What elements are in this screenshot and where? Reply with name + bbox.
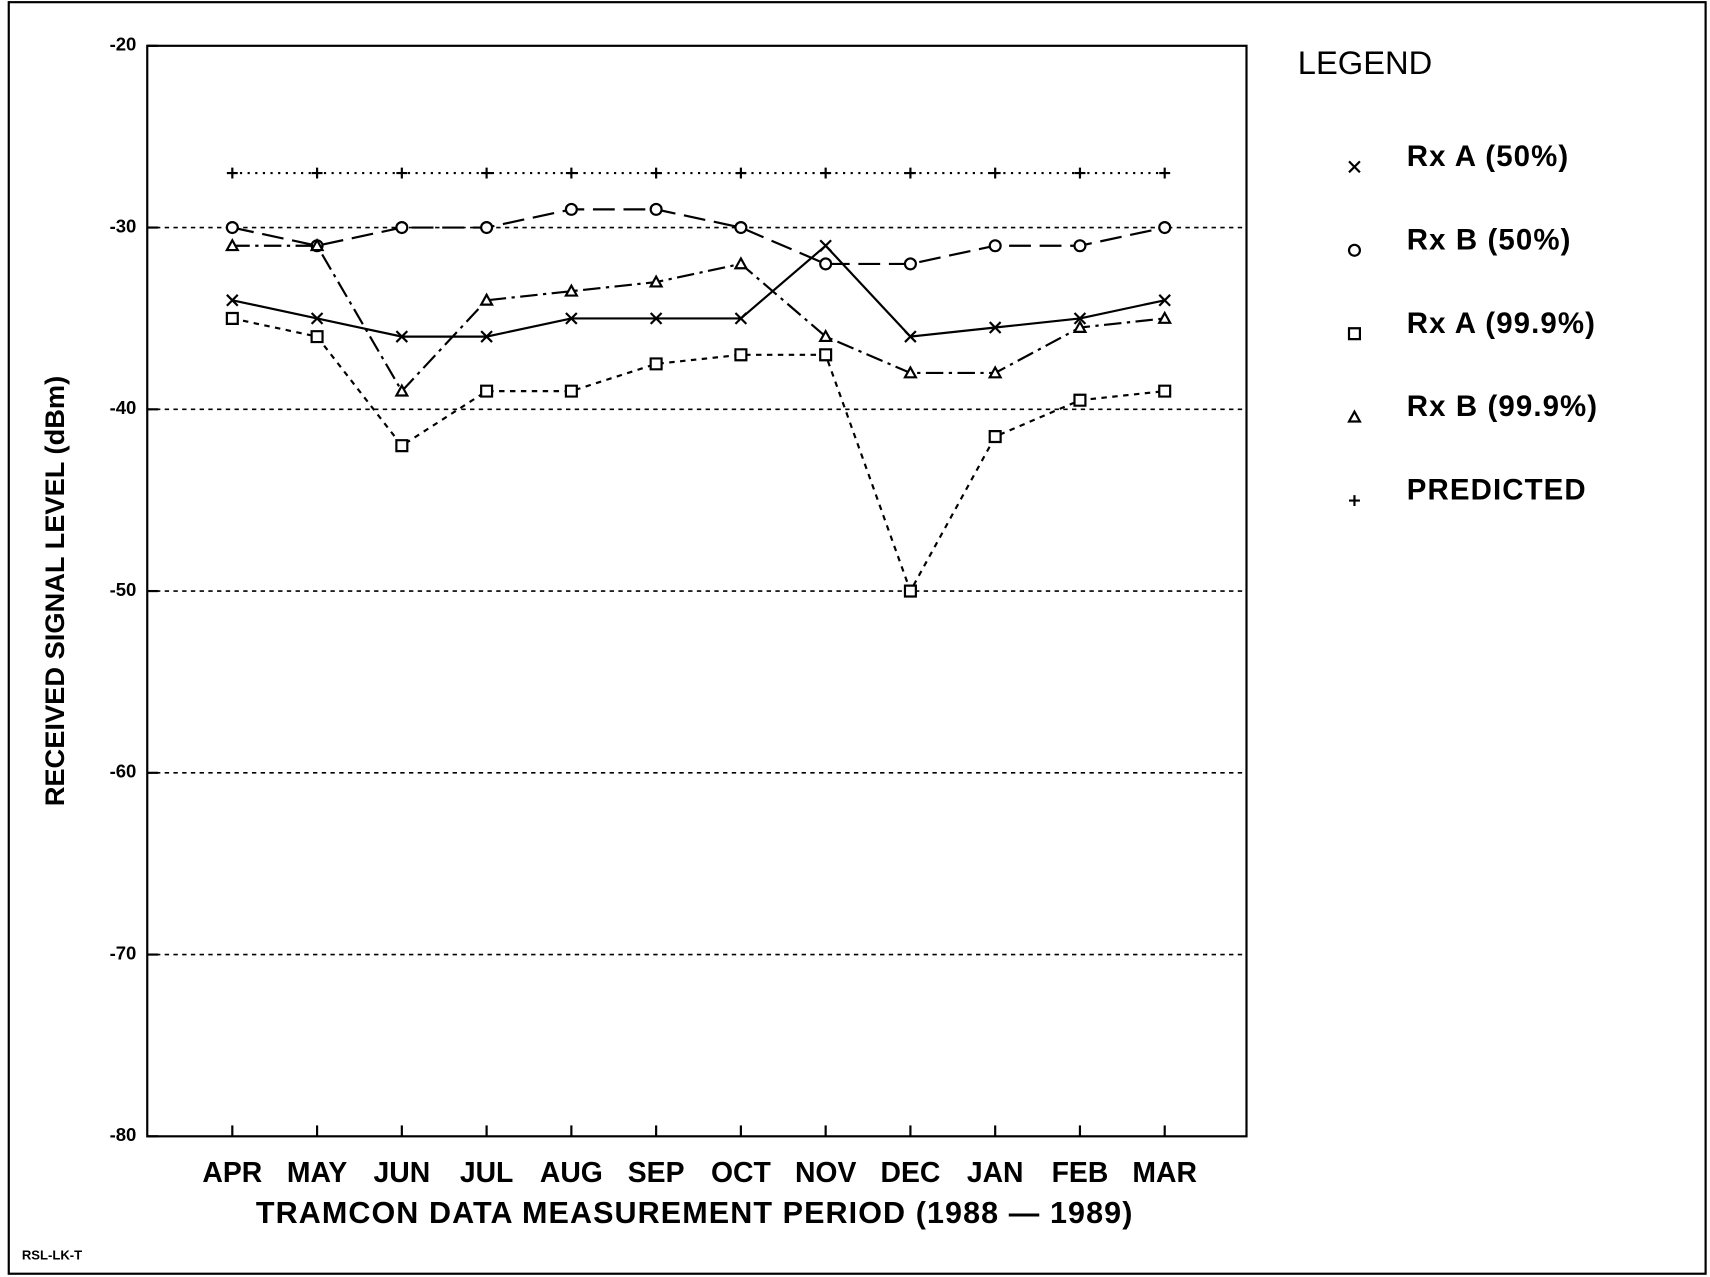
y-tick-label: -20	[110, 34, 137, 55]
data-point	[479, 292, 494, 306]
data-point	[1158, 221, 1172, 235]
data-point	[648, 274, 664, 288]
legend-label: Rx A (50%)	[1407, 140, 1570, 173]
legend-label: Rx B (50%)	[1407, 223, 1572, 256]
data-point	[1157, 310, 1173, 324]
legend-marker	[1348, 160, 1361, 174]
data-point	[820, 167, 832, 179]
data-point	[311, 167, 323, 179]
data-point	[225, 238, 240, 252]
data-point	[1073, 312, 1087, 325]
x-tick-label: FEB	[1052, 1157, 1109, 1189]
x-tick-label: JUN	[373, 1157, 430, 1189]
data-point	[649, 312, 663, 325]
data-point	[481, 167, 493, 179]
series-line	[232, 244, 1165, 338]
legend-label: Rx A (99.9%)	[1407, 307, 1596, 340]
footnote: RSL-LK-T	[22, 1248, 82, 1263]
data-point	[564, 283, 579, 297]
data-point	[733, 256, 749, 270]
data-point	[649, 357, 663, 371]
x-tick-label: NOV	[795, 1157, 857, 1189]
x-tick-label: AUG	[540, 1157, 603, 1189]
page-frame	[7, 1, 1707, 1275]
data-point	[1159, 167, 1171, 179]
legend-marker	[1347, 243, 1362, 257]
data-point	[987, 365, 1003, 379]
data-point	[480, 384, 494, 398]
data-point	[1158, 294, 1171, 307]
data-point	[734, 221, 748, 235]
data-point	[395, 221, 409, 235]
x-tick-label: JAN	[967, 1157, 1024, 1189]
x-tick-label: APR	[202, 1157, 262, 1189]
data-point	[904, 167, 916, 179]
y-tick-label: -50	[110, 579, 137, 600]
data-point	[988, 430, 1002, 444]
y-tick-label: -60	[110, 761, 137, 782]
data-point	[395, 439, 409, 453]
data-point	[1074, 167, 1086, 179]
data-point	[819, 348, 833, 362]
data-point	[988, 239, 1002, 253]
y-axis-label: RECEIVED SIGNAL LEVEL (dBm)	[39, 376, 70, 807]
data-point	[903, 584, 917, 598]
series-line	[232, 244, 1165, 393]
data-point	[903, 365, 918, 379]
data-point	[395, 330, 409, 343]
data-point	[1072, 319, 1088, 333]
legend-title: LEGEND	[1298, 44, 1433, 81]
x-tick-label: MAR	[1132, 1157, 1197, 1189]
legend-marker	[1347, 327, 1362, 341]
x-tick-label: MAY	[287, 1157, 347, 1189]
data-point	[480, 221, 494, 235]
legend-marker	[1349, 495, 1360, 507]
y-tick-label: -70	[110, 942, 137, 963]
data-point	[394, 383, 410, 397]
data-point	[1073, 239, 1087, 253]
data-point	[310, 312, 324, 325]
data-point	[565, 312, 578, 325]
data-point	[564, 202, 578, 216]
x-tick-label: OCT	[711, 1157, 772, 1189]
y-tick-label: -80	[110, 1124, 137, 1145]
data-point	[226, 167, 238, 179]
data-point	[818, 328, 833, 343]
data-point	[1158, 384, 1172, 398]
data-point	[565, 167, 577, 179]
data-point	[650, 167, 662, 179]
data-point	[904, 330, 917, 343]
y-tick-label: -40	[110, 397, 137, 418]
data-point	[649, 202, 663, 216]
data-point	[734, 312, 748, 325]
series-line	[232, 317, 1165, 594]
legend-marker	[1347, 409, 1362, 423]
data-point	[819, 257, 833, 271]
y-tick-label: -30	[110, 215, 137, 236]
data-point	[396, 167, 408, 179]
data-point	[988, 321, 1002, 334]
data-point	[225, 221, 239, 235]
data-point	[735, 167, 747, 179]
x-tick-label: DEC	[880, 1157, 940, 1189]
legend-label: Rx B (99.9%)	[1407, 390, 1598, 423]
data-point	[989, 167, 1001, 179]
data-point	[310, 330, 324, 344]
data-point	[819, 239, 832, 252]
data-point	[1073, 393, 1087, 407]
x-axis-label: TRAMCON DATA MEASUREMENT PERIOD (1988 — …	[256, 1196, 1134, 1230]
series-line	[232, 208, 1165, 265]
data-point	[309, 238, 325, 252]
x-tick-label: SEP	[628, 1157, 685, 1189]
x-tick-label: JUL	[460, 1157, 514, 1189]
data-point	[226, 294, 239, 307]
data-point	[903, 257, 917, 271]
data-point	[480, 330, 493, 343]
data-point	[734, 348, 748, 362]
data-point	[225, 311, 239, 325]
data-point	[564, 384, 578, 398]
legend-label: PREDICTED	[1407, 474, 1587, 507]
